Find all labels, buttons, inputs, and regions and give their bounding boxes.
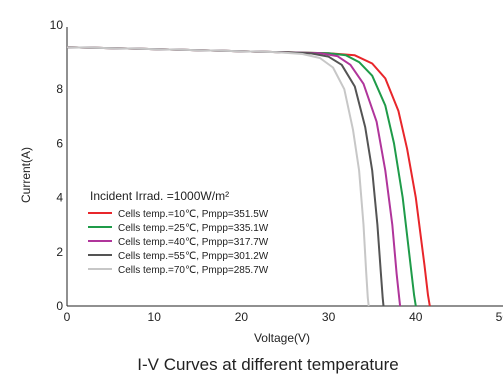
legend-label: Cells temp.=40℃, Pmpp=317.7W <box>118 237 269 248</box>
y-tick-labels: 0 2 4 6 8 10 <box>50 18 64 313</box>
legend-label: Cells temp.=10℃, Pmpp=351.5W <box>118 209 269 220</box>
y-tick-label: 6 <box>56 136 63 150</box>
series-curves <box>66 46 431 307</box>
x-axis-label: Voltage(V) <box>254 331 310 345</box>
x-tick-label: 30 <box>322 310 336 324</box>
x-tick-label: 0 <box>64 310 71 324</box>
x-tick-label: 50 <box>496 310 503 324</box>
x-tick-labels: 0 10 20 30 40 50 <box>64 310 503 324</box>
y-tick-label: 2 <box>56 245 63 259</box>
x-tick-label: 20 <box>235 310 249 324</box>
axes <box>66 27 503 307</box>
legend-label: Cells temp.=25℃, Pmpp=335.1W <box>118 223 269 234</box>
y-tick-label: 4 <box>56 191 63 205</box>
y-tick-label: 0 <box>56 299 63 313</box>
legend: Incident Irrad. =1000W/m² Cells temp.=10… <box>88 189 269 276</box>
chart-title: I-V Curves at different temperature <box>137 355 398 374</box>
x-tick-label: 40 <box>409 310 423 324</box>
legend-label: Cells temp.=70℃, Pmpp=285.7W <box>118 265 269 276</box>
y-tick-label: 8 <box>56 82 63 96</box>
legend-items: Cells temp.=10℃, Pmpp=351.5W Cells temp.=… <box>88 209 269 276</box>
y-tick-label: 10 <box>50 18 64 32</box>
x-tick-label: 10 <box>148 310 162 324</box>
y-axis-label: Current(A) <box>19 147 33 203</box>
legend-title: Incident Irrad. =1000W/m² <box>90 189 229 203</box>
series-line-4 <box>66 46 370 307</box>
legend-label: Cells temp.=55℃, Pmpp=301.2W <box>118 251 269 262</box>
